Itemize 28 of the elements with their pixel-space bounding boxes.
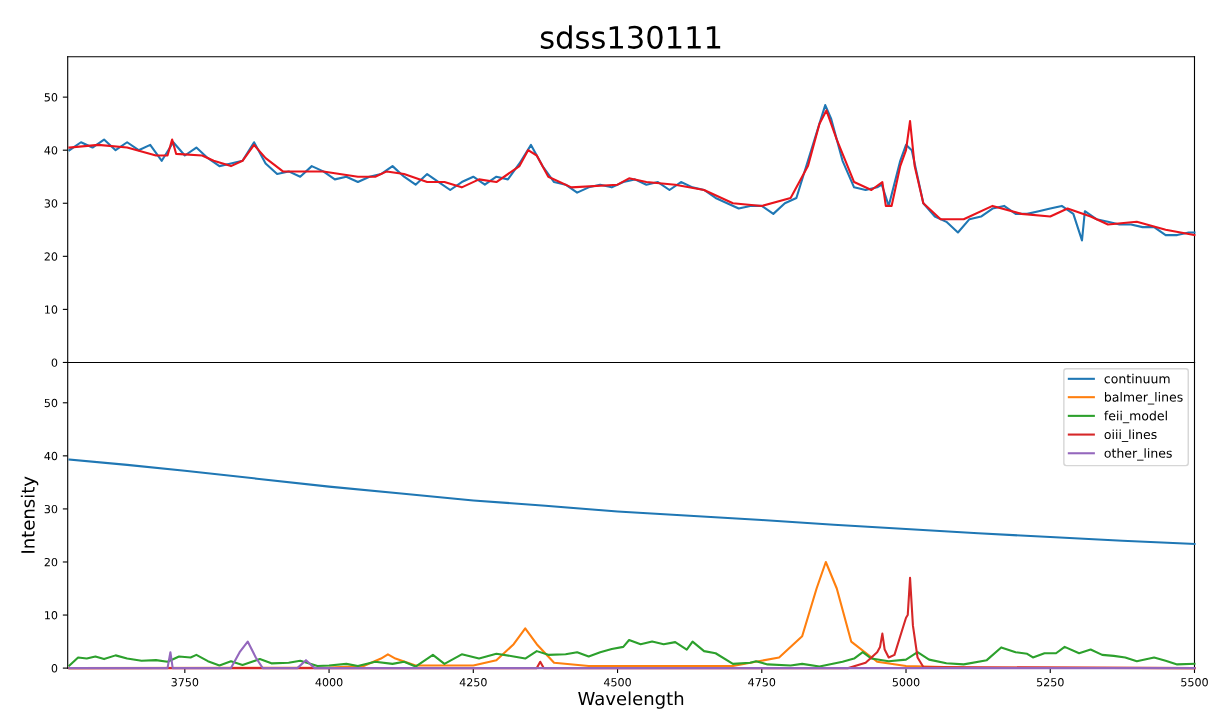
legend-label: oiii_lines: [1104, 429, 1157, 442]
y-tick-label: 40: [44, 451, 58, 461]
x-tick-label: 5250: [1036, 678, 1064, 687]
y-tick-label: 10: [45, 305, 58, 314]
x-tick-label: 4000: [315, 678, 343, 687]
y-tick-label: 40: [44, 146, 58, 155]
legend-label: balmer_lines: [1104, 392, 1183, 405]
y-tick-label: 10: [45, 611, 58, 620]
y-axis-title: Intensity: [20, 476, 39, 553]
x-tick-label: 5000: [892, 678, 920, 687]
y-tick-label: 50: [44, 398, 58, 408]
x-tick-label: 4500: [603, 678, 631, 687]
x-tick-label: 5500: [1181, 678, 1208, 687]
chart-title: sdss130111: [540, 25, 721, 49]
y-tick-label: 20: [44, 557, 58, 567]
x-tick-label: 4750: [748, 678, 776, 687]
y-tick-label: 20: [44, 252, 58, 261]
y-tick-label: 30: [44, 504, 58, 514]
legend-label: feii_model: [1104, 410, 1167, 424]
x-axis-title: Wavelength: [578, 691, 684, 709]
x-tick-label: 4250: [459, 678, 487, 687]
legend-label: continuum: [1104, 373, 1170, 384]
y-tick-label: 30: [44, 199, 58, 208]
y-tick-label: 0: [51, 664, 58, 673]
legend-label: other_lines: [1104, 448, 1172, 461]
y-tick-label: 0: [51, 358, 58, 367]
x-tick-label: 3750: [171, 678, 199, 687]
y-tick-label: 50: [44, 93, 58, 102]
